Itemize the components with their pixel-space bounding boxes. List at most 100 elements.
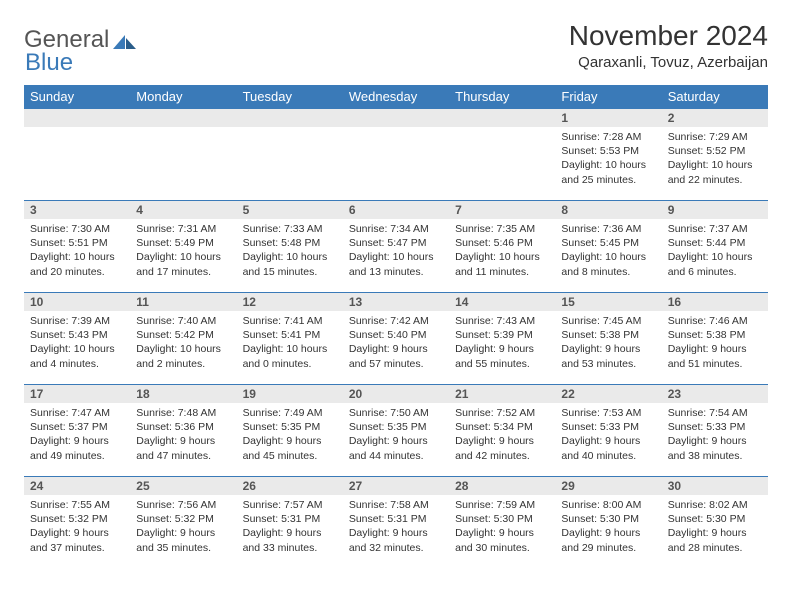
day-details: Sunrise: 7:33 AMSunset: 5:48 PMDaylight:…: [237, 219, 343, 283]
day-number: 12: [237, 293, 343, 311]
day-number: 9: [662, 201, 768, 219]
calendar-body: 1Sunrise: 7:28 AMSunset: 5:53 PMDaylight…: [24, 109, 768, 569]
day-number: 25: [130, 477, 236, 495]
day-details: Sunrise: 7:49 AMSunset: 5:35 PMDaylight:…: [237, 403, 343, 467]
day-number: 24: [24, 477, 130, 495]
location: Qaraxanli, Tovuz, Azerbaijan: [569, 54, 768, 71]
day-number: 20: [343, 385, 449, 403]
column-header: Saturday: [662, 85, 768, 109]
day-details: Sunrise: 7:35 AMSunset: 5:46 PMDaylight:…: [449, 219, 555, 283]
calendar-head: SundayMondayTuesdayWednesdayThursdayFrid…: [24, 85, 768, 109]
day-cell: 25Sunrise: 7:56 AMSunset: 5:32 PMDayligh…: [130, 477, 236, 569]
day-number: [24, 109, 130, 127]
day-number: 4: [130, 201, 236, 219]
day-cell: 6Sunrise: 7:34 AMSunset: 5:47 PMDaylight…: [343, 201, 449, 293]
day-cell: 28Sunrise: 7:59 AMSunset: 5:30 PMDayligh…: [449, 477, 555, 569]
day-details: Sunrise: 7:45 AMSunset: 5:38 PMDaylight:…: [555, 311, 661, 375]
day-cell: 15Sunrise: 7:45 AMSunset: 5:38 PMDayligh…: [555, 293, 661, 385]
day-details: Sunrise: 7:56 AMSunset: 5:32 PMDaylight:…: [130, 495, 236, 559]
day-cell: [343, 109, 449, 201]
day-details: Sunrise: 7:54 AMSunset: 5:33 PMDaylight:…: [662, 403, 768, 467]
header: General November 2024 Qaraxanli, Tovuz, …: [24, 20, 768, 71]
day-details: Sunrise: 7:43 AMSunset: 5:39 PMDaylight:…: [449, 311, 555, 375]
column-header: Tuesday: [237, 85, 343, 109]
day-details: Sunrise: 7:30 AMSunset: 5:51 PMDaylight:…: [24, 219, 130, 283]
logo-sail-icon: [111, 33, 139, 51]
day-details: Sunrise: 7:37 AMSunset: 5:44 PMDaylight:…: [662, 219, 768, 283]
day-number: 6: [343, 201, 449, 219]
day-cell: 13Sunrise: 7:42 AMSunset: 5:40 PMDayligh…: [343, 293, 449, 385]
day-number: 18: [130, 385, 236, 403]
day-cell: 27Sunrise: 7:58 AMSunset: 5:31 PMDayligh…: [343, 477, 449, 569]
day-cell: [130, 109, 236, 201]
day-number: 17: [24, 385, 130, 403]
day-number: [343, 109, 449, 127]
day-number: 7: [449, 201, 555, 219]
month-title: November 2024: [569, 20, 768, 52]
day-number: 13: [343, 293, 449, 311]
day-cell: 2Sunrise: 7:29 AMSunset: 5:52 PMDaylight…: [662, 109, 768, 201]
day-details: Sunrise: 7:40 AMSunset: 5:42 PMDaylight:…: [130, 311, 236, 375]
day-cell: 16Sunrise: 7:46 AMSunset: 5:38 PMDayligh…: [662, 293, 768, 385]
day-cell: 29Sunrise: 8:00 AMSunset: 5:30 PMDayligh…: [555, 477, 661, 569]
day-number: 5: [237, 201, 343, 219]
day-number: 28: [449, 477, 555, 495]
day-cell: 9Sunrise: 7:37 AMSunset: 5:44 PMDaylight…: [662, 201, 768, 293]
day-details: Sunrise: 8:00 AMSunset: 5:30 PMDaylight:…: [555, 495, 661, 559]
day-cell: 22Sunrise: 7:53 AMSunset: 5:33 PMDayligh…: [555, 385, 661, 477]
day-number: [237, 109, 343, 127]
day-number: 15: [555, 293, 661, 311]
day-details: Sunrise: 7:59 AMSunset: 5:30 PMDaylight:…: [449, 495, 555, 559]
day-details: Sunrise: 8:02 AMSunset: 5:30 PMDaylight:…: [662, 495, 768, 559]
day-details: Sunrise: 7:53 AMSunset: 5:33 PMDaylight:…: [555, 403, 661, 467]
day-cell: [24, 109, 130, 201]
column-header: Sunday: [24, 85, 130, 109]
day-number: 22: [555, 385, 661, 403]
day-number: 23: [662, 385, 768, 403]
day-cell: 17Sunrise: 7:47 AMSunset: 5:37 PMDayligh…: [24, 385, 130, 477]
day-number: 26: [237, 477, 343, 495]
day-cell: 11Sunrise: 7:40 AMSunset: 5:42 PMDayligh…: [130, 293, 236, 385]
day-details: Sunrise: 7:50 AMSunset: 5:35 PMDaylight:…: [343, 403, 449, 467]
day-number: 2: [662, 109, 768, 127]
calendar-table: SundayMondayTuesdayWednesdayThursdayFrid…: [24, 85, 768, 569]
column-header: Thursday: [449, 85, 555, 109]
day-details: Sunrise: 7:58 AMSunset: 5:31 PMDaylight:…: [343, 495, 449, 559]
week-row: 24Sunrise: 7:55 AMSunset: 5:32 PMDayligh…: [24, 477, 768, 569]
day-details: Sunrise: 7:34 AMSunset: 5:47 PMDaylight:…: [343, 219, 449, 283]
day-details: Sunrise: 7:57 AMSunset: 5:31 PMDaylight:…: [237, 495, 343, 559]
day-number: 29: [555, 477, 661, 495]
week-row: 3Sunrise: 7:30 AMSunset: 5:51 PMDaylight…: [24, 201, 768, 293]
day-details: Sunrise: 7:29 AMSunset: 5:52 PMDaylight:…: [662, 127, 768, 191]
day-cell: 10Sunrise: 7:39 AMSunset: 5:43 PMDayligh…: [24, 293, 130, 385]
day-cell: 3Sunrise: 7:30 AMSunset: 5:51 PMDaylight…: [24, 201, 130, 293]
day-cell: 8Sunrise: 7:36 AMSunset: 5:45 PMDaylight…: [555, 201, 661, 293]
week-row: 1Sunrise: 7:28 AMSunset: 5:53 PMDaylight…: [24, 109, 768, 201]
day-details: Sunrise: 7:36 AMSunset: 5:45 PMDaylight:…: [555, 219, 661, 283]
day-cell: [449, 109, 555, 201]
day-number: [449, 109, 555, 127]
week-row: 17Sunrise: 7:47 AMSunset: 5:37 PMDayligh…: [24, 385, 768, 477]
day-details: Sunrise: 7:39 AMSunset: 5:43 PMDaylight:…: [24, 311, 130, 375]
day-number: 21: [449, 385, 555, 403]
day-cell: 18Sunrise: 7:48 AMSunset: 5:36 PMDayligh…: [130, 385, 236, 477]
column-header: Monday: [130, 85, 236, 109]
title-block: November 2024 Qaraxanli, Tovuz, Azerbaij…: [569, 20, 768, 71]
day-cell: 24Sunrise: 7:55 AMSunset: 5:32 PMDayligh…: [24, 477, 130, 569]
day-number: 10: [24, 293, 130, 311]
day-cell: 5Sunrise: 7:33 AMSunset: 5:48 PMDaylight…: [237, 201, 343, 293]
day-cell: 30Sunrise: 8:02 AMSunset: 5:30 PMDayligh…: [662, 477, 768, 569]
day-details: Sunrise: 7:48 AMSunset: 5:36 PMDaylight:…: [130, 403, 236, 467]
day-cell: 7Sunrise: 7:35 AMSunset: 5:46 PMDaylight…: [449, 201, 555, 293]
day-cell: 14Sunrise: 7:43 AMSunset: 5:39 PMDayligh…: [449, 293, 555, 385]
day-number: 1: [555, 109, 661, 127]
day-cell: 4Sunrise: 7:31 AMSunset: 5:49 PMDaylight…: [130, 201, 236, 293]
day-cell: 23Sunrise: 7:54 AMSunset: 5:33 PMDayligh…: [662, 385, 768, 477]
day-number: 30: [662, 477, 768, 495]
day-number: 19: [237, 385, 343, 403]
day-details: Sunrise: 7:42 AMSunset: 5:40 PMDaylight:…: [343, 311, 449, 375]
day-cell: 26Sunrise: 7:57 AMSunset: 5:31 PMDayligh…: [237, 477, 343, 569]
day-number: 11: [130, 293, 236, 311]
logo-blue-part: Blue: [25, 49, 73, 77]
day-number: 16: [662, 293, 768, 311]
